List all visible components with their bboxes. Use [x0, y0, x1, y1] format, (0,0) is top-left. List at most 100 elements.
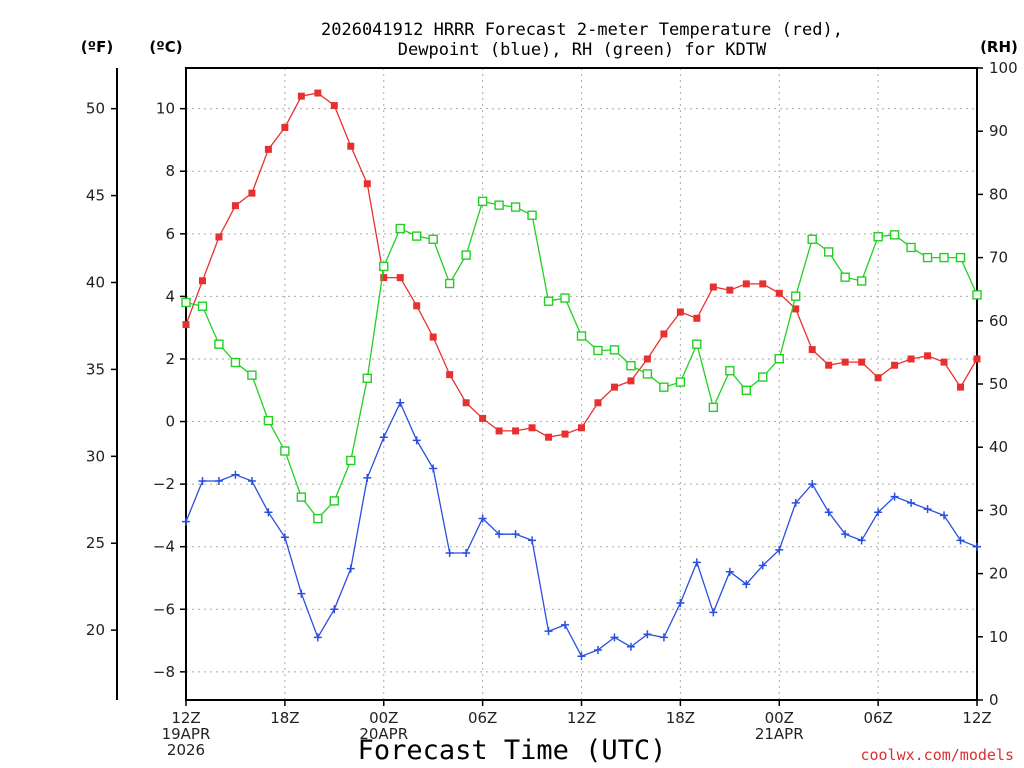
rh-point — [576, 331, 587, 341]
rh-point — [412, 231, 422, 241]
dewpoint-point — [544, 627, 553, 636]
celsius-tick-label: 8 — [165, 162, 175, 180]
fahrenheit-tick-label: 50 — [86, 100, 105, 118]
temperature-point — [808, 346, 816, 354]
dewpoint-point — [791, 498, 800, 507]
temperature-point — [380, 274, 388, 282]
rh-tick-label: 90 — [989, 122, 1008, 140]
rh-tick-label: 60 — [989, 312, 1008, 330]
dewpoint-point — [610, 633, 619, 642]
dewpoint-series — [182, 398, 981, 661]
rh-point — [972, 290, 982, 300]
dewpoint-point — [247, 476, 256, 485]
temperature-point — [924, 352, 932, 360]
rh-point — [428, 234, 438, 244]
dewpoint-point — [445, 548, 454, 557]
fahrenheit-tick-label: 20 — [86, 621, 105, 639]
temperature-point — [907, 355, 915, 363]
tick-labels: −8 −6 −4 −2 0 2 4 6 8 10 20 25 30 35 40 45 50 0 10 20 30 40 50… — [86, 59, 1018, 759]
rh-point — [527, 210, 537, 220]
dewpoint-point — [478, 514, 487, 523]
temperature-point — [363, 180, 371, 188]
dewpoint-point — [890, 492, 899, 501]
temperature-point — [792, 305, 800, 313]
dewpoint-point — [940, 511, 949, 520]
celsius-tick-label: −8 — [153, 663, 175, 681]
fahrenheit-tick-label: 40 — [86, 273, 105, 291]
rh-point — [560, 293, 570, 303]
rh-point — [807, 234, 817, 244]
temperature-point — [957, 383, 965, 391]
rh-point — [362, 373, 372, 384]
rh-tick-label: 40 — [989, 438, 1008, 456]
rh-point — [774, 354, 784, 364]
rh-tick-label: 70 — [989, 249, 1008, 267]
dewpoint-point — [956, 536, 965, 545]
rh-point — [510, 202, 521, 212]
rh-point — [247, 370, 257, 380]
temperature-point — [264, 145, 272, 153]
celsius-tick-label: −2 — [153, 475, 175, 493]
x-axis-title: Forecast Time (UTC) — [358, 735, 667, 766]
temperature-point — [512, 427, 520, 435]
celsius-tick-label: 4 — [165, 287, 175, 305]
dewpoint-point — [808, 480, 817, 489]
dewpoint-point — [874, 508, 883, 517]
celsius-tick-label: 2 — [165, 350, 175, 368]
temperature-point — [281, 123, 289, 131]
dewpoint-point — [643, 630, 652, 639]
temperature-point — [627, 377, 635, 385]
temperature-point — [462, 399, 470, 407]
temperature-point — [446, 371, 454, 379]
temperature-point — [297, 92, 305, 100]
dewpoint-point — [495, 530, 504, 539]
rh-point — [280, 446, 290, 456]
rh-tick-label: 0 — [989, 691, 999, 709]
rh-point — [263, 415, 274, 426]
dewpoint-point — [363, 473, 372, 482]
dewpoint-point — [379, 433, 388, 442]
dewpoint-point — [973, 542, 981, 551]
rh-point — [444, 278, 455, 289]
credit-text: coolwx.com/models — [860, 746, 1014, 764]
rh-point — [477, 196, 488, 207]
dewpoint-point — [330, 605, 339, 614]
temperature-point — [742, 280, 750, 288]
rh-point — [692, 339, 702, 349]
dewpoint-point — [593, 645, 602, 654]
fahrenheit-tick-label: 45 — [86, 187, 105, 205]
rh-point — [609, 345, 620, 355]
temperature-point — [545, 433, 553, 441]
rh-point — [379, 261, 389, 272]
rh-point — [708, 402, 719, 413]
dewpoint-point — [725, 567, 734, 576]
fahrenheit-tick-label: 35 — [86, 360, 105, 378]
rh-point — [593, 345, 603, 356]
temperature-point — [841, 358, 849, 366]
rh-point — [856, 276, 867, 286]
x-tick-label: 18Z — [666, 709, 695, 727]
plot-frame — [185, 67, 978, 701]
dewpoint-point — [231, 470, 240, 479]
dewpoint-point — [923, 505, 932, 514]
temperature-point — [693, 314, 701, 322]
dewpoint-point — [182, 517, 190, 526]
temperature-point — [429, 333, 437, 341]
temperature-point — [198, 277, 206, 285]
rh-point — [230, 357, 241, 368]
dewpoint-point — [577, 652, 586, 661]
rh-point — [626, 360, 636, 371]
rh-point — [461, 250, 471, 260]
rh-point — [939, 252, 949, 263]
temperature-point — [347, 142, 355, 150]
dewpoint-point — [857, 536, 866, 545]
temperature-point — [940, 358, 948, 366]
dewpoint-point — [907, 498, 916, 507]
rh-point — [922, 252, 933, 263]
rh-point — [675, 377, 686, 387]
temperature-point — [182, 321, 190, 329]
temperature-line — [185, 92, 978, 438]
fahrenheit-tick-label: 30 — [86, 447, 105, 465]
temperature-point — [479, 414, 487, 422]
